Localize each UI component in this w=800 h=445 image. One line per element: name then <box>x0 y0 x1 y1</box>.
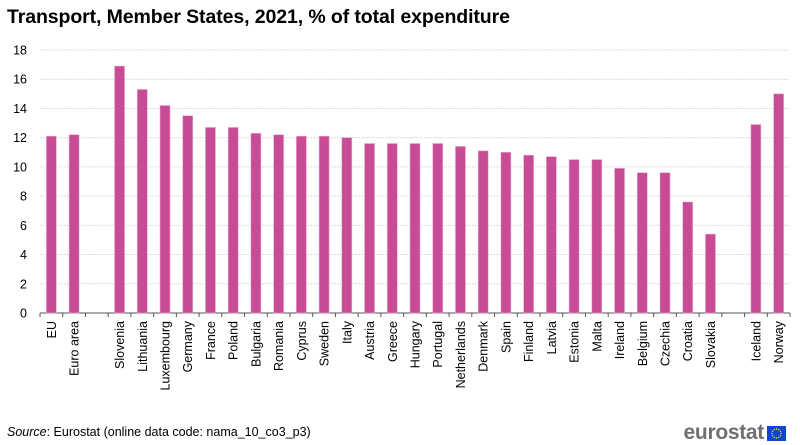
x-tick-label: Czechia <box>659 321 673 366</box>
x-tick-label: EU <box>45 321 59 338</box>
logo-text: eurostat <box>683 421 765 444</box>
bar-italy <box>341 137 353 314</box>
x-tick-label: Luxembourg <box>159 321 173 391</box>
bar-portugal <box>432 143 444 314</box>
bar-eu <box>46 135 57 314</box>
flag-star <box>780 432 782 434</box>
bar-sweden <box>318 135 330 314</box>
bar-poland <box>227 127 239 314</box>
y-tick-label: 2 <box>20 277 27 291</box>
y-tick-label: 12 <box>13 131 27 145</box>
bar-euro-area <box>68 134 80 314</box>
y-tick-label: 10 <box>13 160 27 174</box>
x-tick-label: Euro area <box>68 321 82 376</box>
y-tick-label: 8 <box>20 190 27 204</box>
x-tick-label: Slovenia <box>113 321 127 369</box>
flag-star <box>778 428 780 430</box>
x-tick-label: Latvia <box>545 321 559 354</box>
flag-star <box>771 434 774 436</box>
bar-netherlands <box>455 146 466 314</box>
x-tick-label: Finland <box>522 321 536 362</box>
bar-austria <box>364 143 375 314</box>
eurostat-logo: eurostat <box>684 421 786 445</box>
y-tick-label: 6 <box>20 219 27 233</box>
bar-cyprus <box>296 135 307 314</box>
bar-finland <box>523 154 534 314</box>
eu-flag-icon <box>767 425 786 441</box>
x-tick-label: France <box>204 321 218 360</box>
bar-iceland <box>750 124 762 314</box>
flag-star <box>773 436 775 438</box>
bar-chart: 0 2 4 6 8 10 12 14 16 18 EU Euro area Slovenia Lithua… <box>13 44 791 391</box>
x-tick-label: Italy <box>340 320 354 344</box>
flag-star <box>779 430 782 432</box>
bar-denmark <box>477 150 489 314</box>
bar-greece <box>386 143 398 314</box>
y-tick-label: 16 <box>13 73 27 87</box>
bar-estonia <box>568 159 580 314</box>
flag-star <box>779 434 782 436</box>
source-text: : Eurostat (online data code: nama_10_co… <box>46 425 311 439</box>
flag-star <box>778 436 780 438</box>
bar-hungary <box>409 143 421 314</box>
y-tick-label: 4 <box>20 248 27 262</box>
x-tick-label: Belgium <box>636 321 650 366</box>
x-tick-label: Poland <box>227 321 241 360</box>
x-tick-label: Hungary <box>409 320 423 368</box>
bar-romania <box>273 134 284 314</box>
x-tick-label: Sweden <box>318 321 332 366</box>
bar-ireland <box>614 168 625 314</box>
x-tick-label: Estonia <box>568 321 582 363</box>
x-tick-label: Spain <box>499 321 513 353</box>
flag-star <box>771 430 774 432</box>
x-tick-label: Cyprus <box>295 321 309 361</box>
bar-slovakia <box>705 233 716 314</box>
x-tick-label: Portugal <box>431 321 445 368</box>
bar-malta <box>591 159 603 314</box>
source-label: Source <box>7 425 47 439</box>
x-tick-label: Netherlands <box>454 321 468 388</box>
flag-star <box>771 432 773 434</box>
x-tick-label: Germany <box>181 320 195 372</box>
x-tick-label: Romania <box>272 321 286 371</box>
bar-slovenia <box>114 65 125 314</box>
y-tick-label: 18 <box>13 44 27 58</box>
chart-title: Transport, Member States, 2021, % of tot… <box>7 6 510 28</box>
bar-germany <box>182 115 194 314</box>
x-tick-label: Bulgaria <box>249 321 263 367</box>
bar-croatia <box>682 201 694 314</box>
x-tick-label: Slovakia <box>704 321 718 368</box>
bar-bulgaria <box>250 132 262 314</box>
bar-czechia <box>659 172 671 314</box>
bar-france <box>205 127 216 314</box>
x-tick-label: Norway <box>772 320 786 363</box>
x-tick-label: Lithuania <box>136 321 150 372</box>
source-note: Source: Eurostat (online data code: nama… <box>7 425 311 439</box>
bar-belgium <box>636 172 648 314</box>
flag-star <box>775 427 778 430</box>
y-tick-label: 0 <box>20 307 27 321</box>
bar-spain <box>500 151 512 314</box>
x-tick-label: Austria <box>363 321 377 360</box>
x-tick-label: Ireland <box>613 321 627 359</box>
bar-lithuania <box>136 89 148 314</box>
bar-norway <box>773 93 784 314</box>
x-tick-label: Iceland <box>749 321 763 361</box>
y-tick-label: 14 <box>13 102 27 116</box>
x-tick-label: Malta <box>590 321 604 352</box>
flag-star <box>775 436 778 439</box>
x-tick-label: Croatia <box>681 321 695 361</box>
bar-latvia <box>546 156 557 314</box>
x-tick-label: Greece <box>386 321 400 362</box>
x-tick-label: Denmark <box>477 320 491 371</box>
bar-luxembourg <box>159 105 171 314</box>
flag-star <box>773 428 775 430</box>
